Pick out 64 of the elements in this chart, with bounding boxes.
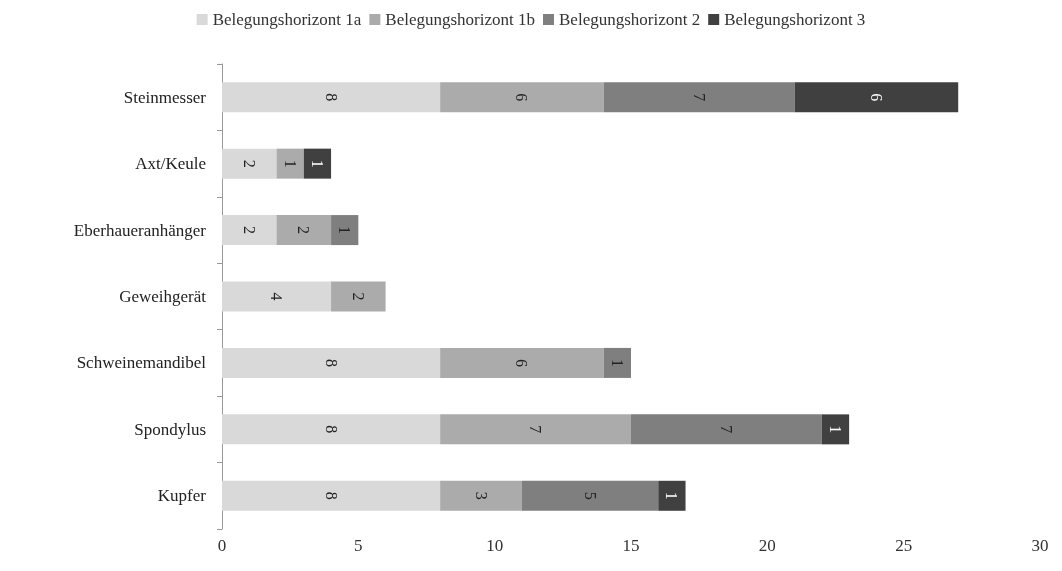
bar bbox=[222, 414, 441, 445]
data-label: 2 bbox=[295, 226, 313, 235]
bar bbox=[631, 414, 822, 445]
x-tick-label: 25 bbox=[895, 536, 913, 555]
bar bbox=[794, 82, 959, 113]
data-label: 1 bbox=[336, 226, 354, 235]
data-label: 7 bbox=[717, 425, 735, 434]
data-label: 8 bbox=[322, 358, 340, 367]
legend-label: Belegungshorizont 2 bbox=[559, 10, 701, 29]
bar bbox=[603, 347, 631, 378]
bar bbox=[222, 347, 441, 378]
bar bbox=[658, 480, 686, 511]
data-label: 1 bbox=[308, 159, 326, 168]
data-label: 1 bbox=[827, 425, 844, 434]
bar bbox=[821, 414, 850, 445]
data-label: 6 bbox=[867, 93, 885, 102]
data-label: 4 bbox=[268, 292, 286, 301]
bar bbox=[440, 480, 522, 511]
y-tick-label: Eberhaueranhänger bbox=[73, 220, 207, 240]
bar bbox=[222, 82, 441, 113]
x-tick-label: 30 bbox=[1031, 536, 1049, 555]
bar bbox=[303, 148, 332, 179]
bar bbox=[331, 281, 386, 312]
data-label: 5 bbox=[581, 491, 599, 500]
x-tick-label: 15 bbox=[622, 536, 640, 555]
x-tick-label: 5 bbox=[354, 536, 363, 555]
data-label: 6 bbox=[513, 358, 531, 367]
y-tick-label: Spondylus bbox=[134, 419, 206, 439]
bar bbox=[222, 215, 277, 246]
y-tick-label: Steinmesser bbox=[123, 87, 207, 107]
x-tick-label: 20 bbox=[758, 536, 776, 555]
y-tick-label: Kupfer bbox=[157, 486, 207, 506]
bar bbox=[440, 82, 604, 113]
data-label: 2 bbox=[240, 159, 258, 168]
data-label: 1 bbox=[663, 491, 681, 500]
bar bbox=[222, 148, 277, 179]
data-label: 1 bbox=[608, 358, 626, 367]
data-label: 1 bbox=[281, 159, 299, 168]
bar bbox=[521, 480, 659, 511]
x-tick-label: 0 bbox=[217, 536, 227, 555]
bar bbox=[276, 215, 332, 246]
data-label: 6 bbox=[513, 93, 531, 102]
data-label: 2 bbox=[240, 226, 258, 235]
x-tick-label: 10 bbox=[486, 536, 504, 555]
data-label: 7 bbox=[527, 425, 545, 434]
bar bbox=[331, 215, 359, 246]
data-label: 8 bbox=[322, 425, 340, 434]
bar bbox=[222, 480, 441, 511]
data-label: 7 bbox=[690, 93, 708, 102]
legend-label: Belegungshorizont 1b bbox=[385, 10, 536, 29]
y-tick-label: Schweinemandibel bbox=[76, 353, 207, 373]
data-label: 3 bbox=[472, 491, 490, 500]
bar bbox=[440, 347, 604, 378]
bar bbox=[603, 82, 795, 113]
bar bbox=[222, 281, 332, 312]
data-label: 2 bbox=[349, 292, 367, 301]
legend-label: Belegungshorizont 1a bbox=[212, 10, 362, 29]
y-tick-label: Axt/Keule bbox=[135, 154, 206, 174]
bar bbox=[276, 148, 304, 179]
bar bbox=[440, 414, 631, 445]
y-tick-label: Geweihgerät bbox=[119, 287, 207, 306]
data-label: 8 bbox=[322, 491, 340, 500]
data-label: 8 bbox=[322, 93, 340, 102]
legend-label: Belegungshorizont 3 bbox=[724, 10, 866, 29]
